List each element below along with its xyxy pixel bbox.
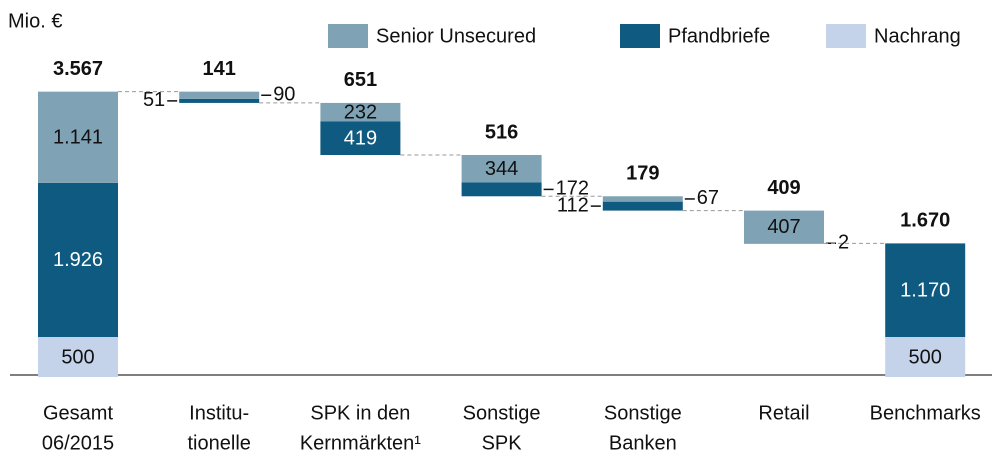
bar-segment — [38, 91, 118, 183]
legend-label: Senior Unsecured — [376, 25, 536, 47]
bar-segment — [179, 91, 260, 99]
value-label: 419 — [344, 128, 377, 150]
total-label: 651 — [344, 69, 377, 91]
x-tick-label: Banken — [609, 432, 677, 454]
value-label: 500 — [909, 346, 942, 368]
legend-swatch — [620, 24, 660, 48]
bar-segment — [602, 201, 683, 211]
unit-label: Mio. € — [8, 10, 62, 32]
x-tick-label: Institu- — [189, 402, 249, 424]
bar-segment — [320, 102, 401, 122]
value-label: 112 — [557, 194, 589, 216]
bar-segment — [320, 121, 401, 155]
bar-segment — [179, 98, 260, 103]
x-tick-label: 06/2015 — [42, 432, 114, 454]
value-label: 232 — [344, 101, 377, 123]
x-tick-label: Benchmarks — [870, 402, 981, 424]
total-label: 3.567 — [53, 58, 103, 80]
legend-label: Pfandbriefe — [668, 25, 770, 47]
value-label: 344 — [485, 158, 518, 180]
legend-label: Nachrang — [874, 25, 961, 47]
bar-segment — [602, 196, 683, 202]
value-label: 51 — [143, 89, 165, 111]
x-tick-label: Retail — [758, 402, 809, 424]
legend-swatch — [328, 24, 368, 48]
value-label: 90 — [273, 84, 295, 106]
x-tick-label: SPK — [482, 432, 523, 454]
bar-segment — [38, 182, 118, 337]
total-label: 141 — [203, 58, 236, 80]
bar-segment — [461, 155, 542, 183]
value-label: 1.926 — [53, 249, 103, 271]
total-label: 516 — [485, 121, 518, 143]
bar-segment — [744, 243, 824, 244]
bar-segment — [885, 243, 966, 337]
bar-segment — [885, 337, 966, 377]
bar-segment — [461, 182, 542, 197]
value-label: 2 — [838, 232, 849, 254]
value-label: 500 — [61, 346, 94, 368]
total-label: 409 — [767, 177, 800, 199]
legend-swatch — [826, 24, 866, 48]
value-label: 1.141 — [53, 127, 103, 149]
x-tick-label: SPK in den — [310, 402, 410, 424]
x-tick-label: Sonstige — [604, 402, 682, 424]
x-tick-label: Kernmärkten¹ — [300, 432, 421, 454]
total-label: 179 — [626, 163, 659, 185]
x-tick-label: Sonstige — [463, 402, 541, 424]
value-label: 407 — [767, 216, 800, 238]
x-tick-label: Gesamt — [43, 402, 113, 424]
bar-segment — [38, 337, 118, 377]
total-label: 1.670 — [900, 210, 950, 232]
x-tick-label: tionelle — [188, 432, 251, 454]
value-label: 172 — [556, 178, 589, 200]
value-label: 67 — [697, 187, 719, 209]
bar-segment — [744, 210, 824, 244]
value-label: 1.170 — [900, 279, 950, 301]
